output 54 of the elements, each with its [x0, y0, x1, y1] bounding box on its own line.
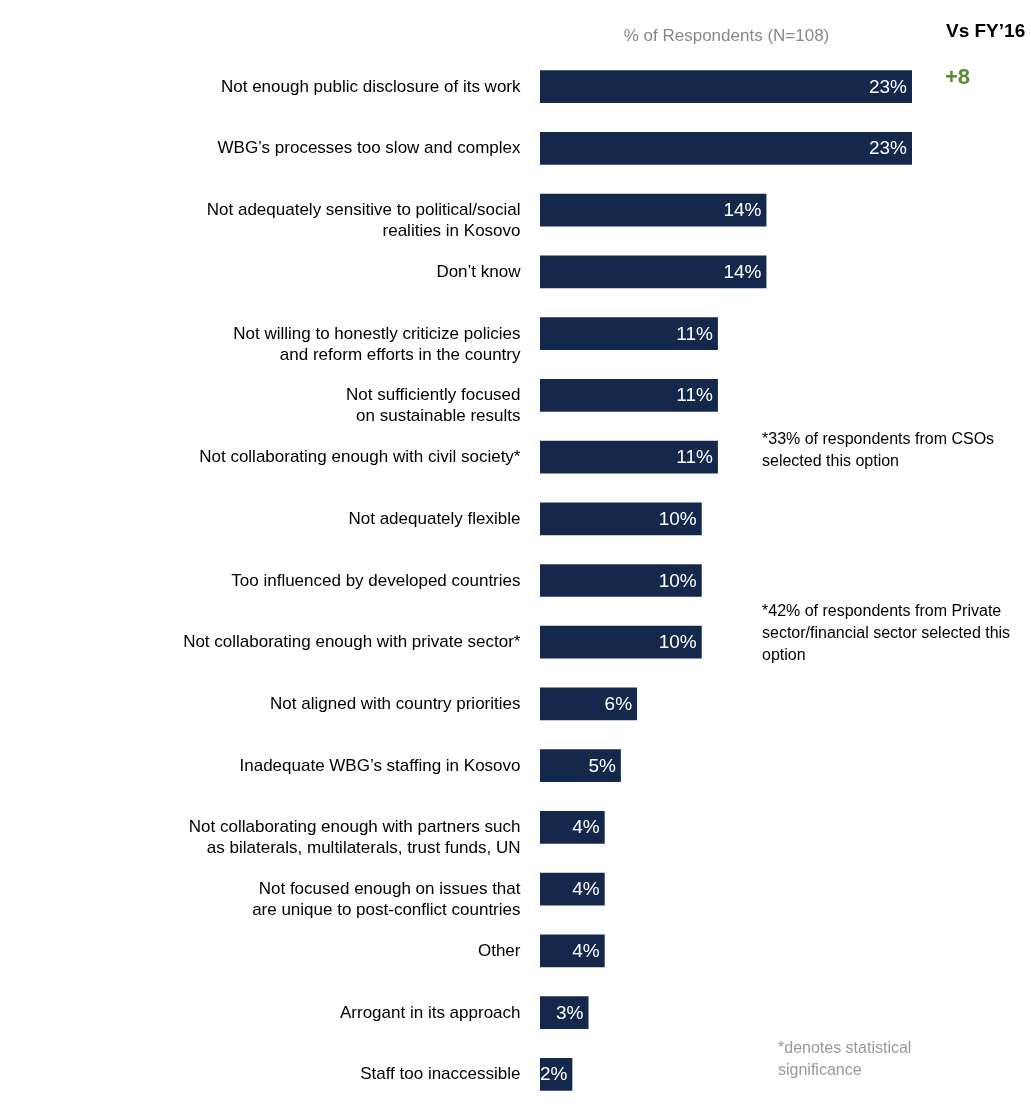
- annotation: *denotes statistical significance: [778, 1038, 913, 1080]
- data-label: 14%: [723, 199, 762, 221]
- y-tick-label: Not willing to honestly criticize policies and reform efforts in the country: [233, 323, 521, 364]
- annotation: *33% of respondents from CSOs selected this option: [762, 429, 996, 471]
- data-label: 4%: [572, 878, 600, 900]
- y-tick-label: Too influenced by developed countries: [231, 570, 521, 590]
- bar: [540, 378, 718, 412]
- bar: [540, 132, 912, 165]
- y-tick-label: Not adequately flexible: [348, 508, 521, 528]
- data-label: 2%: [539, 1063, 568, 1085]
- data-label: 3%: [556, 1001, 584, 1023]
- bar: [540, 70, 912, 104]
- bar: [540, 625, 702, 659]
- data-label: 6%: [604, 692, 633, 714]
- bar: [540, 255, 767, 289]
- data-label: 10%: [658, 631, 697, 653]
- bar: [540, 502, 702, 536]
- y-tick-label: WBG’s processes too slow and complex: [217, 138, 521, 158]
- data-label: 14%: [723, 260, 762, 282]
- y-tick-label: Not adequately sensitive to political/social realities in Kosovo: [206, 200, 521, 241]
- data-label: 4%: [572, 816, 600, 838]
- bar: [540, 440, 718, 474]
- y-tick-label: Inadequate WBG’s staffing in Kosovo: [239, 755, 521, 775]
- text: +8: [945, 64, 971, 89]
- y-tick-label: Not focused enough on issues that are unique to post-conflict countries: [252, 879, 521, 920]
- bar: [540, 811, 605, 844]
- bar: [540, 564, 702, 597]
- bar: [540, 934, 605, 968]
- y-tick-label: Staff too inaccessible: [360, 1064, 521, 1084]
- y-tick-label: Arrogant in its approach: [340, 1002, 521, 1022]
- y-tick-label: Don’t know: [436, 261, 522, 281]
- y-tick-label: Not enough public disclosure of its work: [220, 76, 521, 96]
- data-label: 10%: [658, 569, 697, 591]
- bar: [540, 193, 767, 227]
- text: Vs FY’16: [946, 20, 1026, 42]
- bar: [540, 317, 718, 350]
- y-tick-label: Not aligned with country priorities: [270, 693, 521, 713]
- y-tick-label: Not collaborating enough with private sector*: [183, 632, 521, 652]
- data-label: 11%: [676, 384, 714, 406]
- data-label: 5%: [588, 754, 616, 776]
- bar: [540, 687, 638, 721]
- y-tick-label: Not collaborating enough with partners such as bilaterals, multilaterals, trust funds, UN: [188, 817, 521, 858]
- y-tick-label: Not sufficiently focused on sustainable results: [346, 385, 521, 426]
- x-axis-title: % of Respondents (N=108): [623, 25, 830, 45]
- data-label: 11%: [676, 446, 714, 468]
- data-label: 10%: [658, 507, 697, 529]
- annotation: *42% of respondents from Private sector/financial sector selected this option: [762, 601, 1012, 665]
- data-label: 11%: [676, 322, 714, 344]
- y-tick-label: Not collaborating enough with civil society*: [199, 447, 521, 467]
- bar: [540, 749, 621, 783]
- y-tick-label: Other: [477, 940, 521, 960]
- data-label: 23%: [868, 137, 908, 159]
- data-label: 23%: [868, 75, 908, 97]
- data-label: 4%: [572, 939, 600, 961]
